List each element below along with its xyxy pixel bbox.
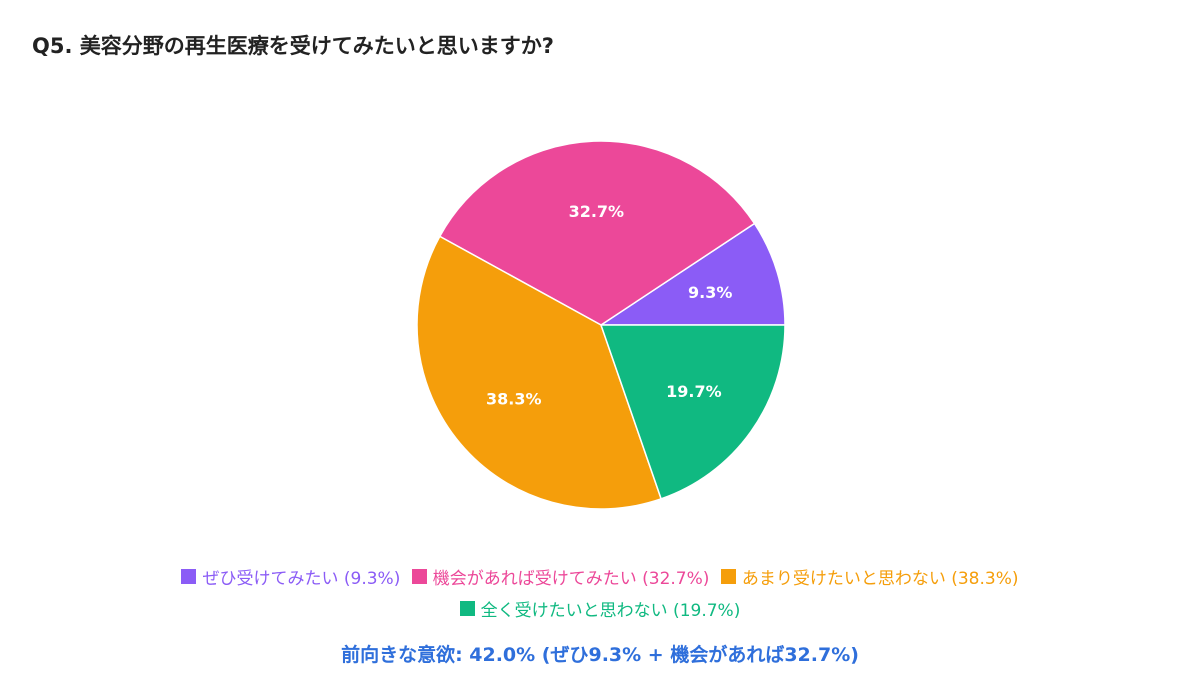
legend-row-2: 全く受けたいと思わない (19.7%) [0,596,1200,621]
legend-item-mattaku: 全く受けたいと思わない (19.7%) [459,596,741,621]
legend-item-zehi: ぜひ受けてみたい (9.3%) [181,564,400,589]
legend-swatch-kikai [411,569,427,584]
pie-label-amari: 38.3% [486,390,542,409]
legend-label-mattaku: 全く受けたいと思わない (19.7%) [480,601,741,621]
pie-label-mattaku: 19.7% [666,382,722,401]
legend-swatch-zehi [181,569,197,584]
pie-label-kikai: 32.7% [569,202,625,221]
legend-row-1: ぜひ受けてみたい (9.3%) 機会があれば受けてみたい (32.7%) あまり… [0,564,1200,589]
legend-label-amari: あまり受けたいと思わない (38.3%) [741,569,1019,589]
chart-title: Q5. 美容分野の再生医療を受けてみたいと思いますか? [32,34,554,58]
pie-label-zehi: 9.3% [688,283,732,302]
pie-slice-amari [416,235,663,510]
pie-slice-zehi [598,222,786,326]
pie-slice-mattaku [599,324,786,500]
pie-chart: 9.3% 32.7% 38.3% 19.7% [416,140,786,510]
legend-swatch-mattaku [459,601,475,616]
summary-text: 前向きな意欲: 42.0% (ぜひ9.3% + 機会があれば32.7%) [341,644,859,666]
legend-swatch-amari [720,569,736,584]
legend-label-kikai: 機会があれば受けてみたい (32.7%) [432,569,710,589]
legend-item-kikai: 機会があれば受けてみたい (32.7%) [411,564,710,589]
legend-item-amari: あまり受けたいと思わない (38.3%) [720,564,1019,589]
legend-label-zehi: ぜひ受けてみたい (9.3%) [202,569,401,589]
